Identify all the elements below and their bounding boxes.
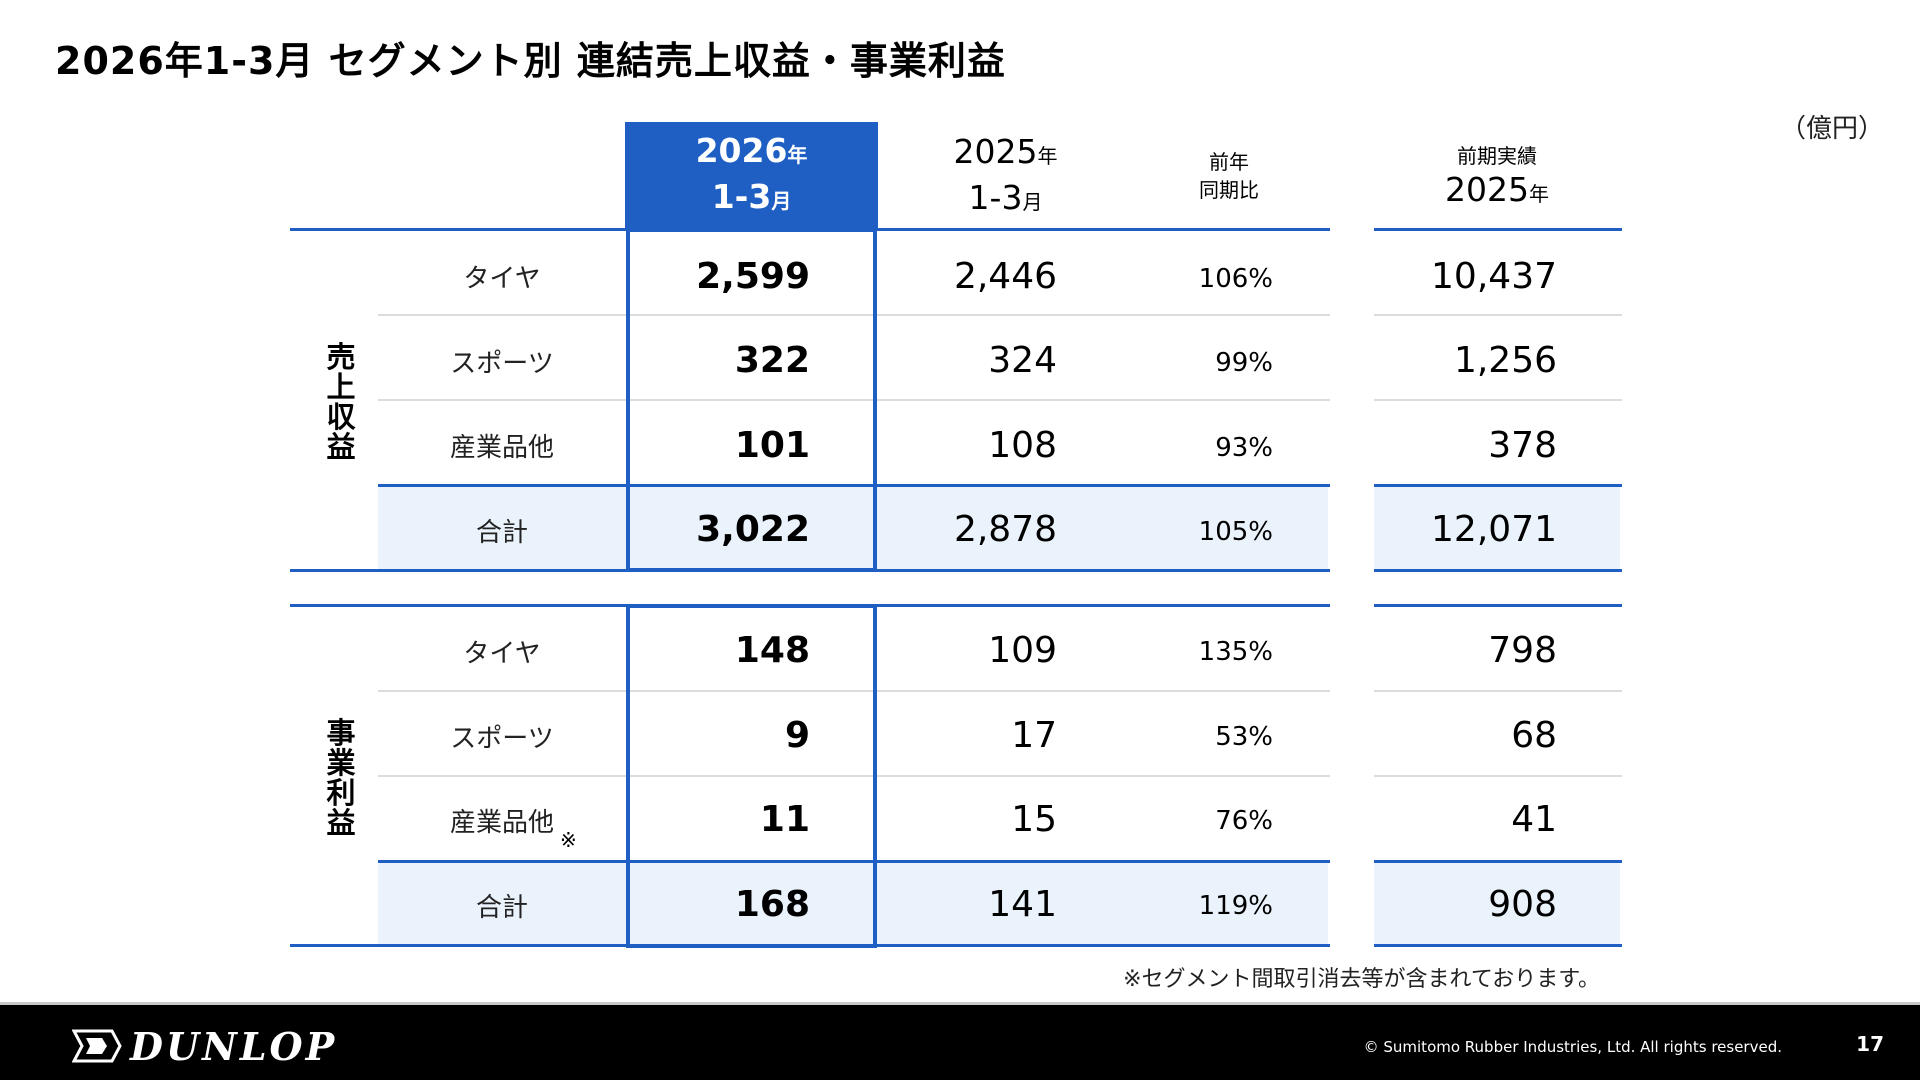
revenue-ratio-value: 93% (1215, 433, 1273, 463)
profit-group-label: 事 業 利 益 (326, 716, 356, 840)
row-divider (1374, 399, 1622, 401)
header-prev-months: 1-3 (968, 178, 1023, 217)
profit-total-shade-fy (1374, 861, 1620, 945)
profit-fy-value: 41 (1511, 799, 1557, 840)
revenue-total-ratio: 105% (1198, 517, 1273, 547)
revenue-ratio-value: 99% (1215, 348, 1273, 378)
profit-total-prev: 141 (988, 884, 1057, 925)
revenue-current-value: 2,599 (696, 256, 810, 297)
profit-ratio-value: 135% (1198, 637, 1273, 667)
revenue-total-current: 3,022 (696, 509, 810, 550)
profit-total-current: 168 (734, 884, 810, 925)
dunlop-d-emblem-icon (72, 1029, 122, 1063)
profit-total-label: 合計 (475, 893, 528, 923)
revenue-row-label: タイヤ (463, 264, 541, 294)
profit-bottom-rule-fy (1374, 944, 1622, 947)
header-prev-period: 2025年 1-3月 (878, 132, 1133, 222)
revenue-row-label: 産業品他 (449, 433, 554, 463)
revenue-row-label: スポーツ (450, 349, 554, 379)
header-current-month-suffix: 月 (771, 189, 792, 213)
revenue-fy-value: 1,256 (1453, 340, 1557, 381)
profit-total-rule-fy (1374, 860, 1622, 863)
header-prev-year: 2025 (953, 132, 1038, 171)
profit-total-rule (378, 860, 1330, 863)
header-current-period: 2026年 1-3月 (625, 122, 878, 230)
profit-current-value: 148 (734, 630, 810, 671)
row-divider (1374, 775, 1622, 777)
profit-current-value: 9 (784, 715, 810, 756)
profit-total-shade (378, 861, 1328, 945)
revenue-total-shade (378, 486, 1328, 570)
row-divider (378, 775, 1330, 777)
logo-text: DUNLOP (130, 1023, 338, 1069)
revenue-current-value: 322 (734, 340, 810, 381)
footnote: ※セグメント間取引消去等が含まれております。 (1123, 967, 1600, 992)
header-ratio-line1: 前年 (1209, 150, 1249, 174)
revenue-total-rule (378, 484, 1330, 487)
page-title: 2026年1-3月 セグメント別 連結売上収益・事業利益 (55, 39, 1006, 83)
revenue-current-value: 101 (734, 425, 810, 466)
footer-bar (0, 1002, 1920, 1080)
header-prev-year-suffix: 年 (1037, 144, 1058, 168)
row-divider (378, 399, 1330, 401)
header-yoy-ratio: 前年 同期比 (1133, 148, 1325, 204)
header-fy-year-suffix: 年 (1528, 182, 1549, 206)
revenue-top-rule-fy (1374, 228, 1622, 231)
profit-prev-value: 109 (988, 630, 1057, 671)
row-divider (1374, 314, 1622, 316)
revenue-bottom-rule-fy (1374, 569, 1622, 572)
row-divider (378, 690, 1330, 692)
profit-total-fy: 908 (1488, 884, 1557, 925)
revenue-total-rule-fy (1374, 484, 1622, 487)
revenue-total-prev: 2,878 (953, 509, 1057, 550)
revenue-prev-value: 324 (988, 340, 1057, 381)
revenue-fy-value: 10,437 (1431, 256, 1557, 297)
revenue-fy-value: 378 (1488, 425, 1557, 466)
revenue-prev-value: 108 (988, 425, 1057, 466)
unit-label: （億円） (1779, 114, 1884, 144)
profit-current-value: 11 (759, 799, 810, 840)
page-number: 17 (1856, 1032, 1884, 1056)
revenue-current-highlight (626, 228, 877, 572)
row-divider (1374, 690, 1622, 692)
profit-ratio-value: 53% (1215, 722, 1273, 752)
revenue-ratio-value: 106% (1198, 264, 1273, 294)
footer-divider (0, 1002, 1920, 1005)
profit-row-note: ※ (560, 828, 577, 852)
profit-top-rule-fy (1374, 604, 1622, 607)
profit-row-label: 産業品他 (449, 808, 554, 838)
revenue-total-label: 合計 (475, 518, 528, 548)
copyright: © Sumitomo Rubber Industries, Ltd. All r… (1363, 1038, 1782, 1056)
profit-prev-value: 15 (1011, 799, 1057, 840)
header-prior-fy: 前期実績 2025年 (1374, 142, 1620, 214)
dunlop-logo: DUNLOP (72, 1018, 337, 1074)
revenue-total-fy: 12,071 (1431, 509, 1557, 550)
profit-row-label: タイヤ (463, 639, 541, 669)
header-current-year: 2026 (695, 131, 788, 170)
profit-total-ratio: 119% (1198, 891, 1273, 921)
profit-fy-value: 68 (1511, 715, 1557, 756)
profit-current-highlight (626, 604, 877, 948)
row-divider (378, 314, 1330, 316)
revenue-total-shade-fy (1374, 486, 1620, 570)
profit-prev-value: 17 (1011, 715, 1057, 756)
profit-ratio-value: 76% (1215, 806, 1273, 836)
profit-row-label: スポーツ (450, 724, 554, 754)
header-ratio-line2: 同期比 (1199, 178, 1259, 202)
header-prev-month-suffix: 月 (1022, 190, 1043, 214)
header-fy-line1: 前期実績 (1457, 144, 1537, 168)
header-current-year-suffix: 年 (787, 143, 808, 167)
header-current-months: 1-3 (711, 177, 772, 216)
revenue-prev-value: 2,446 (953, 256, 1057, 297)
profit-fy-value: 798 (1488, 630, 1557, 671)
revenue-group-label: 売 上 収 益 (326, 340, 356, 464)
header-fy-year: 2025 (1445, 170, 1529, 209)
